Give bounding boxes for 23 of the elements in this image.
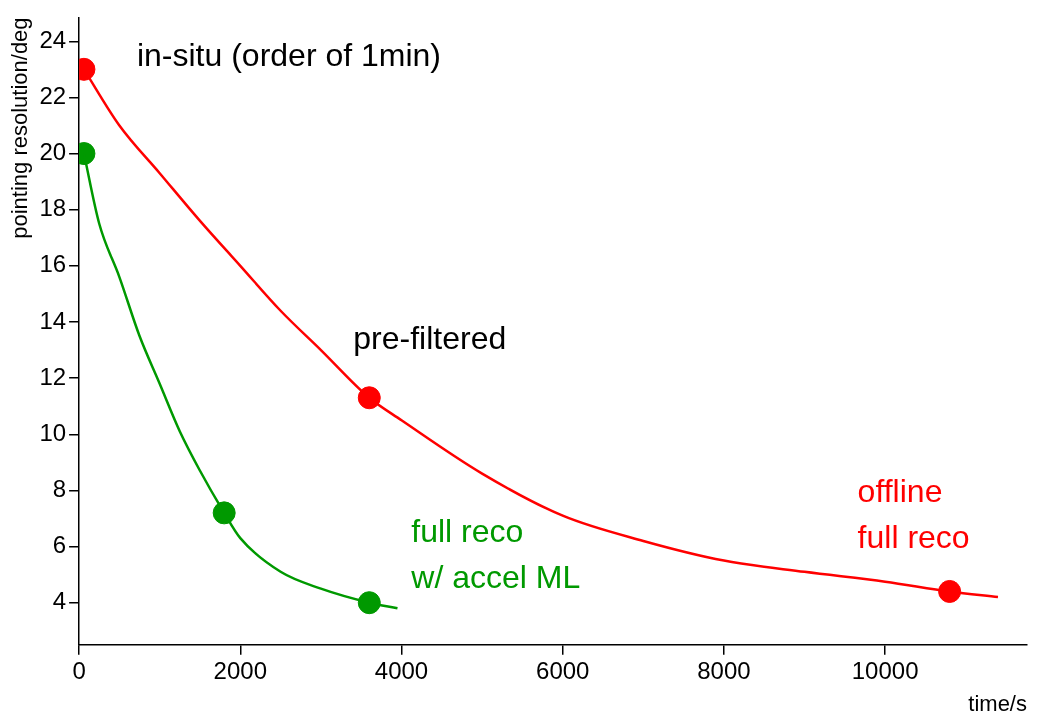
y-tick-label: 4	[52, 587, 67, 615]
y-tick-label: 6	[52, 531, 67, 559]
y-tick-label: 18	[39, 194, 67, 222]
x-axis-title: time/s	[968, 690, 1027, 716]
y-tick-label: 10	[39, 418, 67, 446]
y-tick-label: 12	[39, 362, 67, 390]
y-tick-label: 24	[39, 25, 67, 53]
annotation: in-situ (order of 1min)	[136, 37, 442, 74]
x-tick-label: 10000	[851, 656, 919, 684]
x-tick-label: 0	[72, 656, 86, 684]
y-tick-label: 20	[39, 138, 67, 166]
y-axis-title: pointing resolution/deg	[7, 17, 33, 239]
x-tick-label: 2000	[213, 656, 267, 684]
series-label: offline full reco	[857, 473, 970, 556]
y-tick-label: 14	[39, 306, 67, 334]
x-tick-label: 8000	[697, 656, 751, 684]
annotation: pre-filtered	[353, 319, 507, 356]
x-tick-label: 6000	[536, 656, 590, 684]
series-label: full reco w/ accel ML	[410, 512, 581, 595]
y-tick-label: 22	[39, 82, 67, 110]
x-tick-label: 4000	[374, 656, 429, 684]
y-tick-label: 8	[52, 475, 67, 503]
y-tick-label: 16	[39, 250, 67, 278]
